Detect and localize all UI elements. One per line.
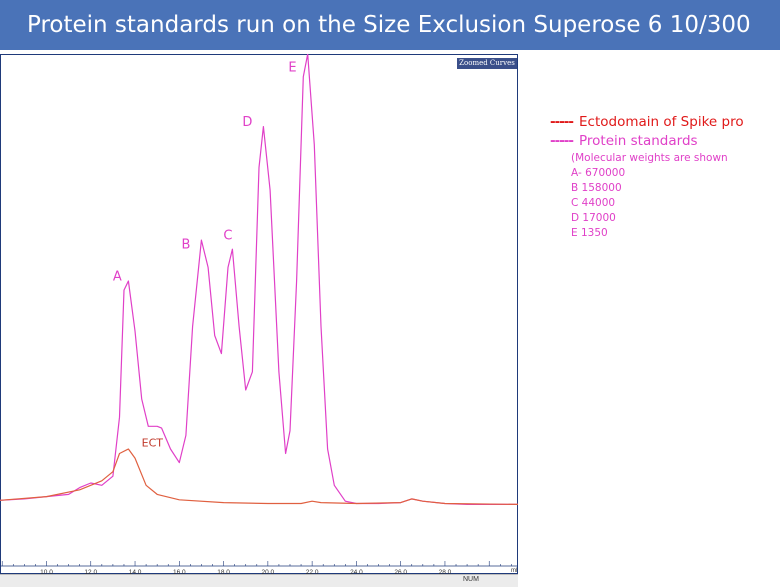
plot-border [0, 54, 518, 574]
molecular-weight-notes: (Molecular weights are shown A- 670000 B… [571, 151, 744, 241]
x-tick-label: 20.0 [262, 569, 275, 576]
legend: ----- Ectodomain of Spike pro ----- Protei… [550, 113, 744, 241]
status-bar: NUM [0, 574, 518, 587]
series-line-standards [0, 54, 518, 505]
x-tick-label: 22.0 [306, 569, 319, 576]
num-lock-indicator: NUM [463, 576, 479, 583]
peak-label-e: E [288, 61, 296, 76]
x-tick-label: 24.0 [350, 569, 363, 576]
x-axis-ticks: 10.0 12.0 14.0 16.0 18.0 20.0 22.0 24.0 26.0 28.0… [0, 561, 518, 576]
legend-standards-swatch: ----- [550, 133, 574, 149]
x-axis-unit: ml [511, 568, 517, 574]
mw-note-b: B 158000 [571, 182, 622, 194]
peak-label-a: A [113, 269, 122, 284]
legend-standards-label: Protein standards [579, 133, 698, 149]
x-tick-label: 18.0 [217, 569, 230, 576]
legend-ect: ----- Ectodomain of Spike pro [550, 113, 744, 132]
slide-title: Protein standards run on the Size Exclus… [0, 0, 780, 50]
series-layer [0, 54, 518, 505]
peak-label-ect: ECT [142, 437, 164, 450]
mw-note-d: D 17000 [571, 212, 616, 224]
x-tick-label: 26.0 [394, 569, 407, 576]
peak-label-c: C [223, 229, 232, 244]
mw-note-c: C 44000 [571, 197, 616, 209]
x-tick-label: 16.0 [173, 569, 186, 576]
chromatogram-chart: 10.0 12.0 14.0 16.0 18.0 20.0 22.0 24.0 26.0 28.0… [0, 54, 518, 576]
x-tick-label: 10.0 [40, 569, 53, 576]
x-tick-label: 12.0 [84, 569, 97, 576]
x-tick-label: 28.0 [439, 569, 452, 576]
x-tick-label: 14.0 [129, 569, 142, 576]
legend-standards: ----- Protein standards [550, 132, 744, 151]
peak-label-d: D [242, 115, 252, 130]
mw-note-a: A- 670000 [571, 167, 626, 179]
mw-note-e: E 1350 [571, 227, 608, 239]
legend-ect-swatch: ----- [550, 114, 574, 130]
annotation-layer: A B C D E ECT [113, 61, 297, 450]
legend-ect-label: Ectodomain of Spike pro [579, 114, 744, 130]
series-line-ect [0, 448, 518, 505]
mw-note-header: (Molecular weights are shown [571, 152, 728, 164]
peak-label-b: B [181, 238, 190, 253]
zoomed-curves-button[interactable]: Zoomed Curves [457, 58, 517, 69]
